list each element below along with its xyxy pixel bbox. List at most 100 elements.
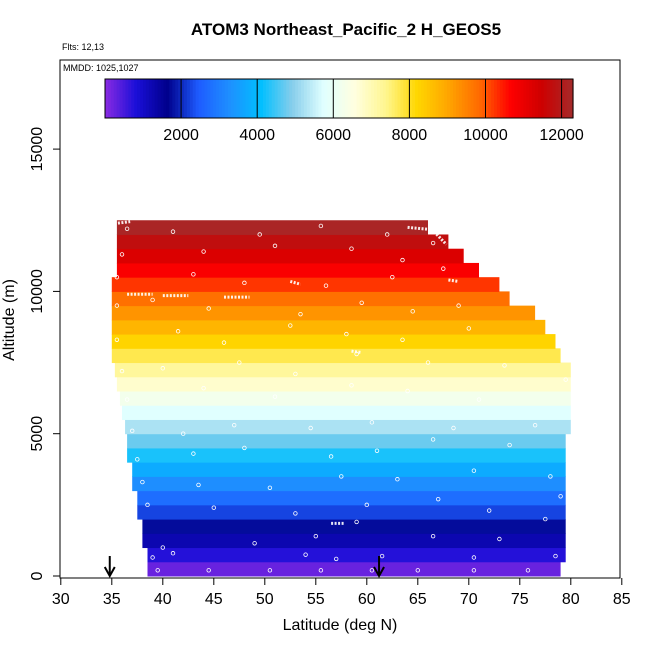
colorbar-segment xyxy=(347,79,352,118)
observation-point xyxy=(359,300,364,305)
observation-point xyxy=(180,431,186,436)
observation-point xyxy=(114,274,120,280)
colorbar-segment xyxy=(540,79,545,118)
colorbar-tick-label: 8000 xyxy=(392,127,428,144)
colorbar-segment xyxy=(251,79,255,118)
colorbar-segment xyxy=(195,79,200,118)
colorbar-segment xyxy=(488,79,492,118)
observation-point xyxy=(441,266,446,271)
heatmap-band xyxy=(111,305,536,321)
colorbar-segment xyxy=(526,79,530,118)
colorbar-segment xyxy=(131,79,135,118)
arrow-head xyxy=(373,566,385,579)
observation-point xyxy=(308,425,313,431)
colorbar-segment xyxy=(496,79,501,118)
colorbar-segment xyxy=(438,79,442,118)
colorbar-segment xyxy=(552,79,557,118)
observation-point xyxy=(293,511,298,516)
colorbar-segment xyxy=(450,79,454,118)
observation-point xyxy=(267,485,273,490)
colorbar-segment xyxy=(330,79,334,118)
observation-point xyxy=(318,223,324,229)
observation-point xyxy=(196,482,201,488)
heatmap-layer xyxy=(111,220,571,577)
observation-point xyxy=(344,331,349,337)
colorbar-segment xyxy=(529,79,533,118)
colorbar-tick-label: 6000 xyxy=(315,127,351,144)
heatmap-band xyxy=(116,220,429,235)
observation-point xyxy=(170,551,176,556)
observation-point xyxy=(349,246,354,251)
observation-point xyxy=(390,274,395,280)
heatmap-band xyxy=(127,433,566,449)
colorbar-segment xyxy=(377,79,381,118)
observation-point xyxy=(400,257,405,263)
colorbar-segment xyxy=(116,79,121,118)
observation-point xyxy=(354,519,359,525)
colorbar-segment xyxy=(388,79,393,118)
colorbar-segment xyxy=(309,79,314,118)
colorbar-segment xyxy=(517,79,521,118)
observation-point xyxy=(242,445,247,451)
colorbar-segment xyxy=(128,79,132,118)
axes: 30 35 40 45 50 55 60 65 70 75 80 85 0 5000 10000 15000 xyxy=(29,127,631,608)
colorbar-segment xyxy=(157,79,162,118)
colorbar-segment xyxy=(289,79,293,118)
observation-point xyxy=(548,474,553,479)
observation-point xyxy=(532,422,538,428)
observation-point xyxy=(507,442,512,448)
observation-point xyxy=(257,232,262,237)
colorbar-segment xyxy=(198,79,203,118)
colorbar-segment xyxy=(491,79,495,118)
observation-point xyxy=(487,508,492,513)
colorbar-segment xyxy=(385,79,390,118)
colorbar-segment xyxy=(435,79,440,118)
observation-point xyxy=(354,351,359,357)
observation-track xyxy=(433,230,448,246)
colorbar-segment xyxy=(473,79,478,118)
colorbar: 2000 4000 6000 8000 10000 12000 xyxy=(104,78,584,144)
colorbar-tick-label: 4000 xyxy=(239,127,275,144)
colorbar-segment xyxy=(523,79,527,118)
observation-point xyxy=(191,272,196,277)
colorbar-segment xyxy=(549,79,554,118)
colorbar-segment xyxy=(318,79,323,118)
observation-point xyxy=(124,397,130,402)
x-tick-label: 45 xyxy=(205,591,223,608)
colorbar-segment xyxy=(400,79,404,118)
x-tick-label: 50 xyxy=(256,591,274,608)
colorbar-segment xyxy=(561,79,565,118)
colorbar-segment xyxy=(371,79,375,118)
colorbar-segment xyxy=(327,79,331,118)
heatmap-band xyxy=(116,248,464,264)
observation-point xyxy=(206,306,211,311)
colorbar-segment xyxy=(107,79,112,118)
colorbar-frame xyxy=(104,78,574,119)
colorbar-segment xyxy=(283,79,287,118)
heatmap-band xyxy=(111,291,510,307)
colorbar-segment xyxy=(286,79,290,118)
colorbar-segment xyxy=(359,79,363,118)
colorbar-segment xyxy=(312,79,317,118)
observation-point xyxy=(369,420,375,425)
observation-point xyxy=(405,388,410,394)
observation-point xyxy=(471,468,477,473)
colorbar-segment xyxy=(274,79,279,118)
colorbar-segment xyxy=(423,79,428,118)
observation-point xyxy=(410,309,415,314)
observation-point xyxy=(497,536,502,542)
observation-track xyxy=(407,225,439,232)
x-tick-label: 35 xyxy=(103,591,121,608)
colorbar-segment xyxy=(265,79,270,118)
observation-point xyxy=(369,568,375,573)
colorbar-segment xyxy=(511,79,516,118)
observation-point xyxy=(237,360,242,365)
colorbar-segment xyxy=(432,79,437,118)
observation-point xyxy=(160,545,165,550)
colorbar-segment xyxy=(183,79,188,118)
colorbar-segment xyxy=(520,79,524,118)
colorbar-segment xyxy=(429,79,434,118)
colorbar-segment xyxy=(502,79,507,118)
colorbar-segment xyxy=(458,79,463,118)
observation-point xyxy=(140,479,145,485)
